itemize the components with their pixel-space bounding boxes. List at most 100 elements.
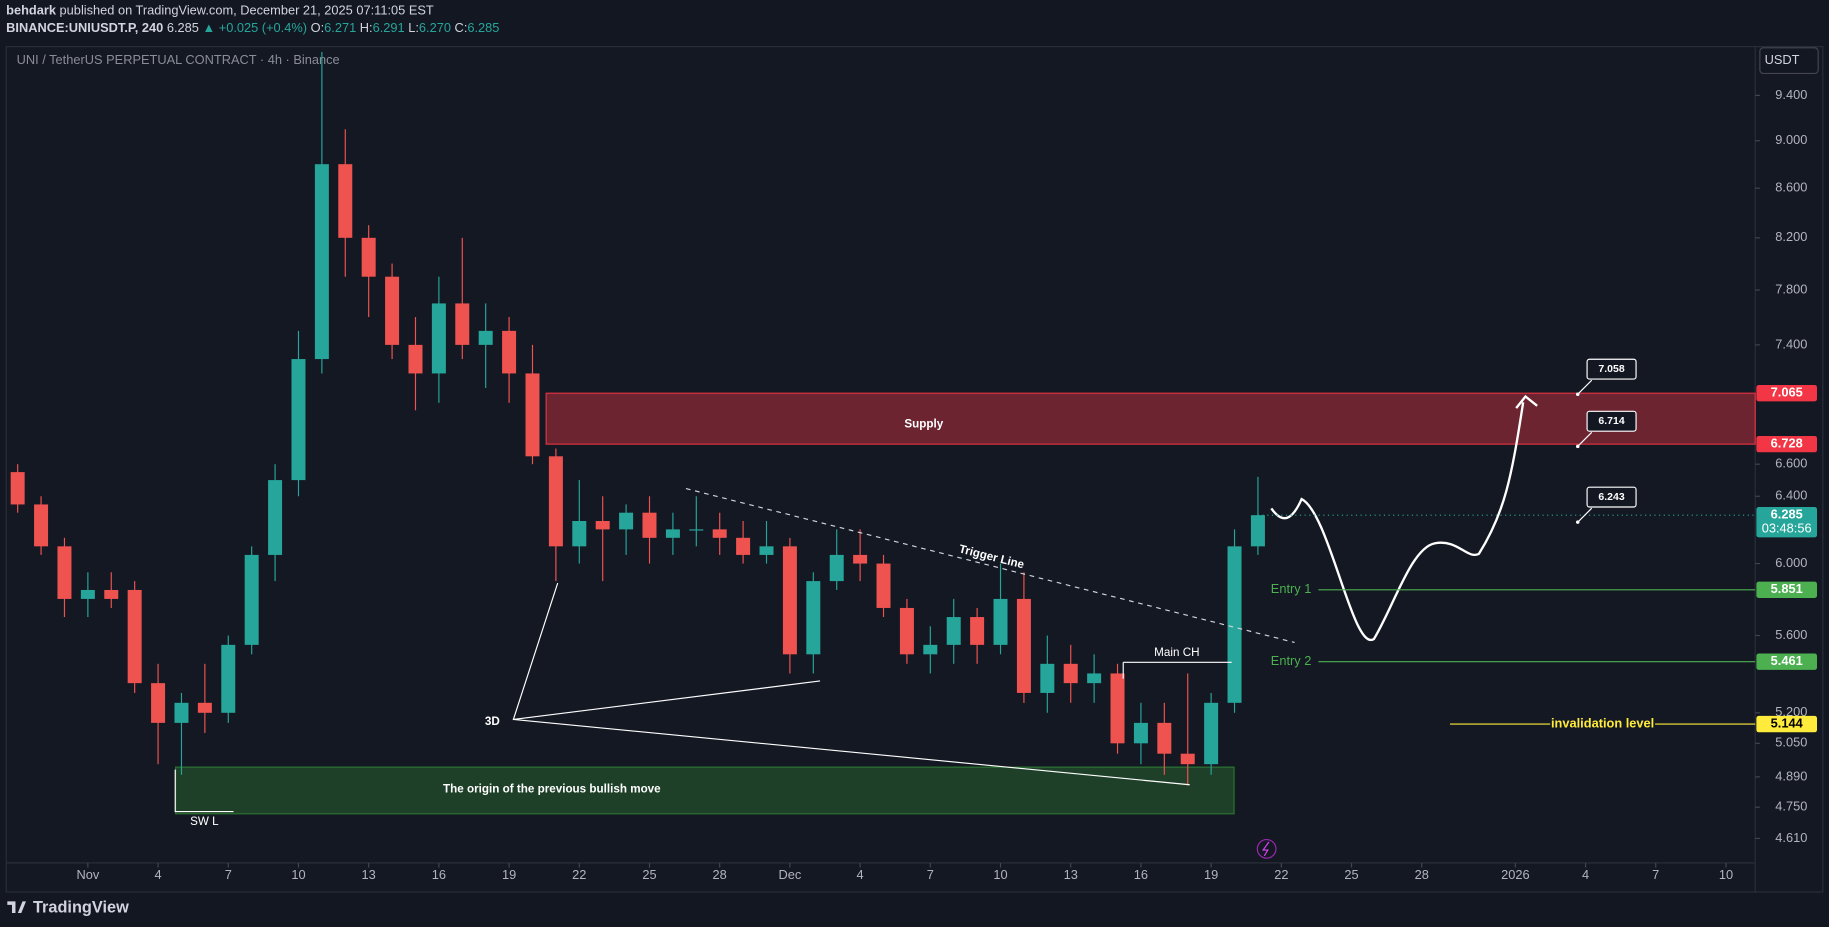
candle-body [993,598,1008,645]
candle-body [1040,663,1055,693]
candles [10,51,1265,786]
price-badge-label: 6.728 [1771,436,1803,451]
logo-mark [7,901,26,914]
price-badge [1756,653,1818,670]
x-tick-label: 22 [1274,867,1288,882]
x-tick-label: 16 [432,867,446,882]
author: behdark [6,3,57,18]
candle-body [338,164,353,238]
candle-body [782,546,797,655]
callout-box [1586,358,1637,380]
price-badge-countdown: 03:48:56 [1762,521,1812,536]
candle-body [829,554,844,582]
header-line-2: BINANCE:UNIUSDT.P, 240 6.285 ▲ +0.025 (+… [6,21,499,36]
header-line-1: behdark published on TradingView.com, De… [6,3,434,18]
level-label: Entry 2 [1271,653,1312,668]
y-tick-label: 5.200 [1775,704,1807,719]
candle-body [619,512,634,530]
alert-icon[interactable] [1256,838,1277,859]
x-tick-label: Dec [779,867,802,882]
x-tick-label: 4 [155,867,162,882]
candle-body [431,303,446,374]
candle-body [197,702,212,713]
chart-frame [5,46,1824,893]
y-tick-label: 8.200 [1775,229,1807,244]
o-key: O: [311,21,325,36]
level-label: Entry 1 [1271,581,1312,596]
callout-label: 6.243 [1598,492,1624,503]
trigger-line [685,488,1295,644]
l-key: L: [408,21,419,36]
candle-body [1250,515,1265,547]
y-tick-label: 9.000 [1775,132,1807,147]
zone [545,392,1756,445]
candle-body [923,644,938,655]
h-value: 6.291 [373,21,405,36]
price-badge-label: 5.144 [1771,715,1804,730]
published: published on TradingView.com, December 2… [60,3,434,18]
alert-bolt [1262,841,1270,857]
y-tick-label: 8.600 [1775,180,1807,195]
x-tick-label: 25 [1344,867,1358,882]
candle-body [1063,663,1078,684]
pattern-lines [512,582,821,721]
x-tick-label: 4 [857,867,864,882]
candle-body [946,617,961,645]
callout-pointer [1577,507,1593,523]
x-tick-label: 22 [572,867,586,882]
candle-body [525,373,540,457]
x-tick-label: 16 [1134,867,1148,882]
candle-body [502,330,517,374]
x-tick-label: 19 [502,867,516,882]
candle-body [1180,753,1195,765]
callout-tip [1576,520,1580,524]
y-tick-label: 5.600 [1775,627,1807,642]
price-badge [1756,581,1818,598]
candle-body [665,529,680,538]
projection-path [1270,402,1525,641]
y-tick-label: 7.400 [1775,336,1807,351]
callout-pointer [1577,379,1593,395]
y-tick-label: 4.890 [1775,768,1807,783]
x-tick-label: 13 [362,867,376,882]
candle-body [34,504,49,547]
candle-body [10,472,25,505]
last-price: 6.285 [167,21,199,36]
callout-tip [1576,392,1580,396]
x-tick-label: 13 [1064,867,1078,882]
candle-body [806,581,821,655]
candle-body [455,303,470,345]
price-badge [1756,385,1818,402]
candle-body [80,589,95,599]
candle-body [1133,722,1148,744]
currency-button[interactable] [1759,47,1819,75]
candle-body [478,330,493,345]
pattern-base-line [513,718,1190,786]
x-tick-label: 7 [225,867,232,882]
callout-box [1586,410,1637,432]
h-key: H: [360,21,373,36]
x-tick-label: 10 [1719,867,1733,882]
brand: TradingView [33,899,129,917]
candle-body [1157,722,1172,754]
symbol: BINANCE:UNIUSDT.P, 240 [6,21,163,36]
x-tick-label: 4 [1582,867,1589,882]
candle-body [151,683,166,723]
candle-body [291,359,306,481]
y-tick-label: 4.610 [1775,830,1807,845]
candle-body [1204,702,1219,765]
candle-body [1227,546,1242,703]
candle-body [1016,598,1031,693]
x-tick-label: 7 [927,867,934,882]
candle-body [548,456,563,547]
level-label: invalidation level [1551,715,1654,730]
y-tick-label: 6.600 [1775,456,1807,471]
candle-body [689,529,704,531]
change: ▲ +0.025 (+0.4%) [202,21,307,36]
x-tick-label: 7 [1652,867,1659,882]
candle-body [57,546,72,599]
zone [175,766,1235,815]
candle-body [970,617,985,645]
candle-body [642,512,657,538]
three-d-label: 3D [485,715,500,728]
